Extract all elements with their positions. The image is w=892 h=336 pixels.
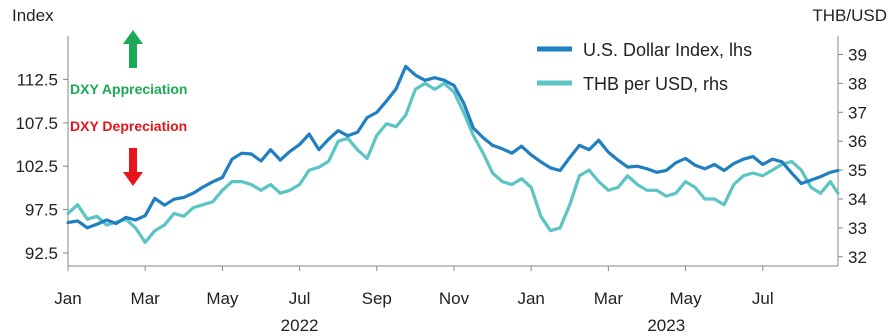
x-tick-label: May — [206, 289, 239, 308]
x-tick-label: Mar — [594, 289, 624, 308]
left-tick-label: 97.5 — [25, 201, 58, 220]
right-tick-label: 37 — [848, 103, 867, 122]
left-tick-label: 92.5 — [25, 244, 58, 263]
legend: U.S. Dollar Index, lhs THB per USD, rhs — [537, 40, 752, 94]
x-tick-label: Mar — [131, 289, 161, 308]
depreciation-annotation: DXY Depreciation — [70, 118, 187, 134]
up-arrow-icon — [123, 30, 143, 68]
x-tick-label: Sep — [362, 289, 392, 308]
right-tick-label: 38 — [848, 74, 867, 93]
right-axis-ticks: 32 33 34 35 36 37 38 39 — [838, 45, 867, 267]
series-line-dxy — [66, 64, 840, 230]
year-label: 2023 — [647, 316, 685, 335]
x-tick-label: Jul — [289, 289, 311, 308]
right-tick-label: 36 — [848, 132, 867, 151]
series-layer — [66, 64, 840, 244]
right-tick-label: 33 — [848, 219, 867, 238]
x-tick-label: Jan — [54, 289, 81, 308]
appreciation-annotation: DXY Appreciation — [70, 81, 187, 97]
left-tick-label: 102.5 — [15, 157, 58, 176]
right-tick-label: 39 — [848, 45, 867, 64]
right-tick-label: 32 — [848, 248, 867, 267]
left-tick-label: 112.5 — [17, 70, 58, 89]
right-tick-label: 34 — [848, 190, 867, 209]
left-axis-title: Index — [12, 6, 54, 25]
x-tick-label: Jan — [517, 289, 544, 308]
legend-label-dxy: U.S. Dollar Index, lhs — [583, 40, 752, 60]
x-axis-ticks: Jan Mar May Jul Sep Nov Jan Mar May Jul 2022 2023 — [54, 266, 774, 335]
right-axis-title: THB/USD — [812, 6, 887, 25]
left-tick-label: 107.5 — [15, 114, 58, 133]
series-line-thb — [66, 81, 840, 244]
x-tick-label: Nov — [439, 289, 470, 308]
left-axis-ticks: 92.5 97.5 102.5 107.5 112.5 — [15, 70, 68, 263]
right-tick-label: 35 — [848, 161, 867, 180]
legend-label-thb: THB per USD, rhs — [583, 74, 728, 94]
down-arrow-icon — [123, 148, 143, 186]
x-tick-label: May — [669, 289, 702, 308]
x-tick-label: Jul — [752, 289, 774, 308]
year-label: 2022 — [281, 316, 319, 335]
